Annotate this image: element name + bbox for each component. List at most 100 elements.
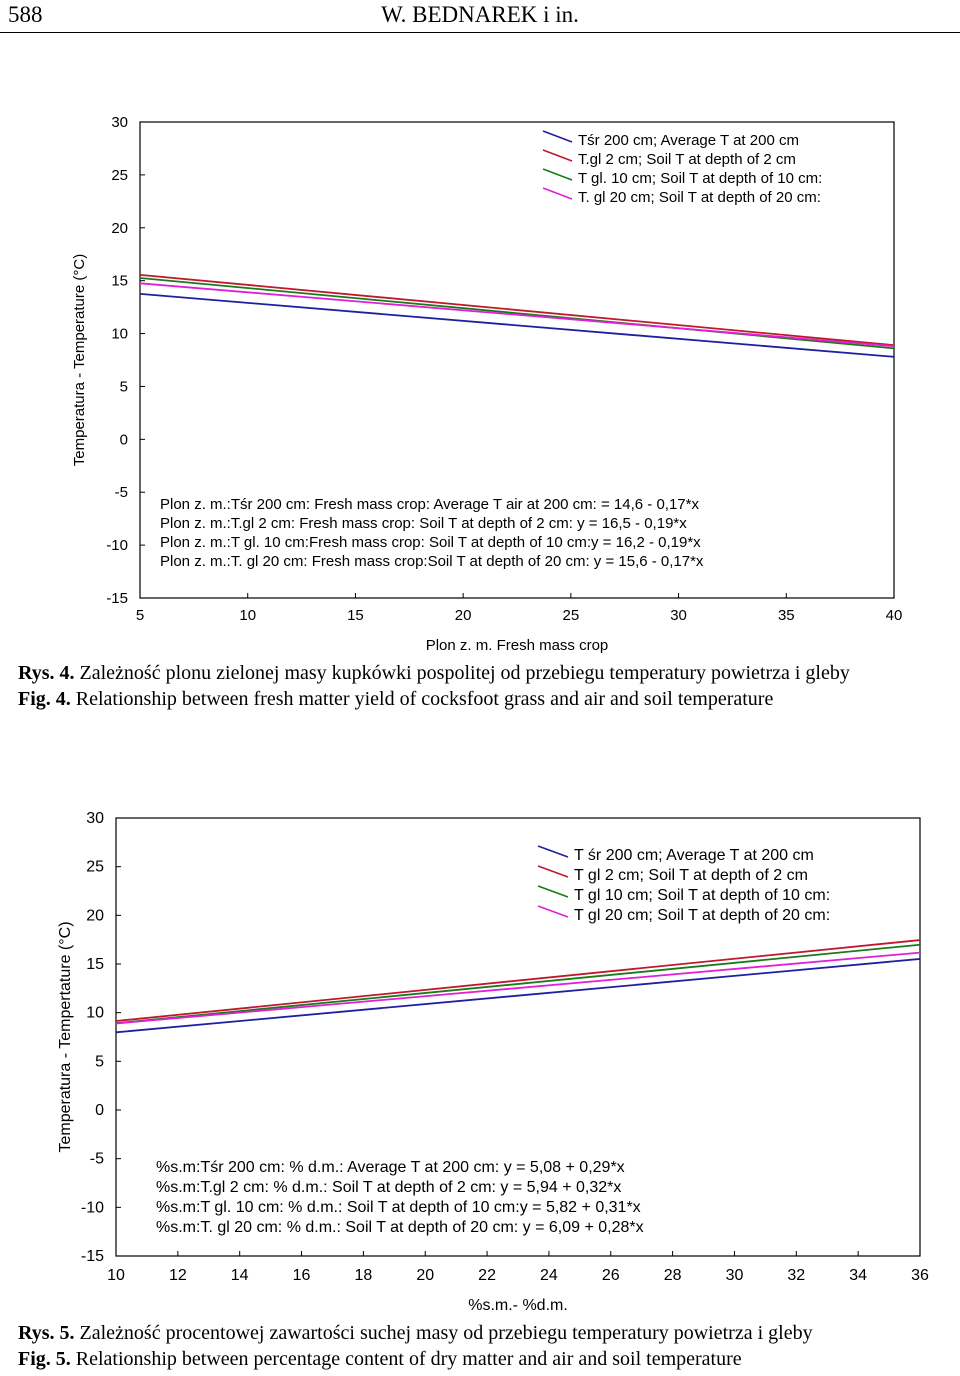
figure-4-caption-en: Fig. 4. Relationship between fresh matte… [18, 686, 948, 712]
y-tick-label: 30 [111, 114, 128, 131]
legend-swatch [542, 168, 573, 181]
y-tick-label: -5 [115, 484, 128, 501]
y-tick-label: -5 [90, 1151, 104, 1168]
y-tick-label: 20 [86, 907, 104, 924]
y-tick-label: 10 [111, 326, 128, 343]
y-tick-label: 15 [111, 273, 128, 290]
x-tick-label: 20 [455, 607, 472, 624]
x-tick-label: 35 [778, 607, 795, 624]
x-tick-label: 14 [231, 1267, 249, 1284]
legend-swatch [537, 865, 569, 878]
legend-entry: T gl 20 cm; Soil T at depth of 20 cm: [574, 907, 830, 924]
y-axis-label: Temperatura - Tempertature (°C) [57, 921, 74, 1152]
regression-equation: %s.m:T. gl 20 cm: % d.m.: Soil T at dept… [156, 1219, 644, 1236]
page-header: 588 W. BEDNAREK i in. [0, 0, 960, 34]
x-tick-label: 36 [911, 1267, 929, 1284]
series-line [115, 958, 921, 1034]
figure-4-caption-pl: Rys. 4. Zależność plonu zielonej masy ku… [18, 660, 948, 686]
plot-frame [139, 121, 895, 599]
figure-4-text-pl: Zależność plonu zielonej masy kupkówki p… [79, 662, 850, 684]
x-tick-label: 28 [664, 1267, 682, 1284]
y-tick-label: 0 [120, 431, 128, 448]
x-tick-label: 22 [478, 1267, 496, 1284]
legend-swatch [542, 149, 573, 162]
x-tick-label: 34 [849, 1267, 867, 1284]
x-tick-label: 16 [293, 1267, 311, 1284]
x-tick-label: 30 [726, 1267, 744, 1284]
y-tick-label: -10 [106, 537, 128, 554]
legend-entry: T.gl 2 cm; Soil T at depth of 2 cm [578, 151, 796, 168]
y-tick-label: 10 [86, 1005, 104, 1022]
figure-5-caption-pl: Rys. 5. Zależność procentowej zawartości… [18, 1320, 948, 1346]
y-tick-label: 25 [111, 167, 128, 184]
legend-entry: T gl 2 cm; Soil T at depth of 2 cm [574, 867, 808, 884]
x-tick-label: 20 [416, 1267, 434, 1284]
legend-swatch [542, 130, 573, 143]
x-axis-label: Plon z. m. Fresh mass crop [426, 637, 609, 654]
x-tick-label: 12 [169, 1267, 187, 1284]
regression-equation: Plon z. m.:T. gl 20 cm: Fresh mass crop:… [160, 553, 704, 570]
plot-frame [115, 817, 921, 1257]
figure-4-caption: Rys. 4. Zależność plonu zielonej masy ku… [18, 660, 948, 712]
legend-swatch [542, 187, 573, 200]
legend-swatch [537, 905, 569, 918]
series-line [139, 282, 895, 348]
y-tick-label: -15 [106, 590, 128, 607]
x-tick-label: 24 [540, 1267, 558, 1284]
x-tick-label: 15 [347, 607, 364, 624]
series-line [115, 939, 921, 1022]
figure-4-chart: 30 25 20 15 10 5 0 -5 -10 -15 5 10 15 20 25 30 35 40 Plon … [71, 114, 903, 654]
legend-swatch [537, 885, 569, 898]
y-tick-label: 30 [86, 810, 104, 827]
figure-4-text-en: Relationship between fresh matter yield … [75, 688, 774, 710]
y-tick-label: 25 [86, 859, 104, 876]
figure-4-label-en: Fig. 4. [18, 688, 71, 710]
figure-5-caption-en: Fig. 5. Relationship between percentage … [18, 1346, 948, 1372]
x-axis-label: %s.m.- %d.m. [468, 1297, 568, 1314]
regression-equation: %s.m:Tśr 200 cm: % d.m.: Average T at 20… [156, 1159, 625, 1176]
series-line [139, 277, 895, 350]
x-tick-label: 32 [787, 1267, 805, 1284]
legend-entry: T gl 10 cm; Soil T at depth of 10 cm: [574, 887, 830, 904]
legend-entry: T śr 200 cm; Average T at 200 cm [574, 847, 814, 864]
regression-equation: %s.m:T.gl 2 cm: % d.m.: Soil T at depth … [156, 1179, 621, 1196]
figure-4-label-pl: Rys. 4. [18, 662, 75, 684]
figure-5-label-pl: Rys. 5. [18, 1322, 75, 1344]
legend-entry: T. gl 20 cm; Soil T at depth of 20 cm: [578, 189, 821, 206]
y-axis-label: Temperatura - Temperature (°C) [71, 254, 88, 466]
y-tick-label: -15 [81, 1248, 104, 1265]
x-tick-label: 5 [136, 607, 144, 624]
legend-entry: Tśr 200 cm; Average T at 200 cm [578, 132, 799, 149]
running-title: W. BEDNAREK i in. [381, 2, 579, 27]
y-tick-label: -10 [81, 1199, 104, 1216]
legend-entry: T gl. 10 cm; Soil T at depth of 10 cm: [578, 170, 822, 187]
regression-equation: Plon z. m.:T.gl 2 cm: Fresh mass crop: S… [160, 515, 687, 532]
y-tick-label: 5 [120, 378, 128, 395]
legend-swatch [537, 845, 569, 858]
x-tick-label: 10 [107, 1267, 125, 1284]
series-line [115, 951, 921, 1025]
series-line [139, 273, 895, 347]
series-line [139, 292, 895, 358]
y-tick-label: 15 [86, 956, 104, 973]
series-line [115, 943, 921, 1025]
x-tick-label: 30 [670, 607, 687, 624]
page-number: 588 [8, 2, 43, 27]
x-tick-label: 25 [563, 607, 580, 624]
x-tick-label: 10 [239, 607, 256, 624]
figure-5-text-en: Relationship between percentage content … [75, 1348, 742, 1370]
figure-5-label-en: Fig. 5. [18, 1348, 71, 1370]
header-rule [0, 32, 960, 33]
regression-equation: Plon z. m.:Tśr 200 cm: Fresh mass crop: … [160, 496, 699, 513]
y-tick-label: 0 [95, 1102, 104, 1119]
x-tick-label: 26 [602, 1267, 620, 1284]
x-tick-label: 40 [886, 607, 903, 624]
figure-5-caption: Rys. 5. Zależność procentowej zawartości… [18, 1320, 948, 1372]
figure-5-text-pl: Zależność procentowej zawartości suchej … [79, 1322, 813, 1344]
x-tick-label: 18 [354, 1267, 372, 1284]
regression-equation: %s.m:T gl. 10 cm: % d.m.: Soil T at dept… [156, 1199, 641, 1216]
y-tick-label: 5 [95, 1053, 104, 1070]
regression-equation: Plon z. m.:T gl. 10 cm:Fresh mass crop: … [160, 534, 701, 551]
y-tick-label: 20 [111, 220, 128, 237]
